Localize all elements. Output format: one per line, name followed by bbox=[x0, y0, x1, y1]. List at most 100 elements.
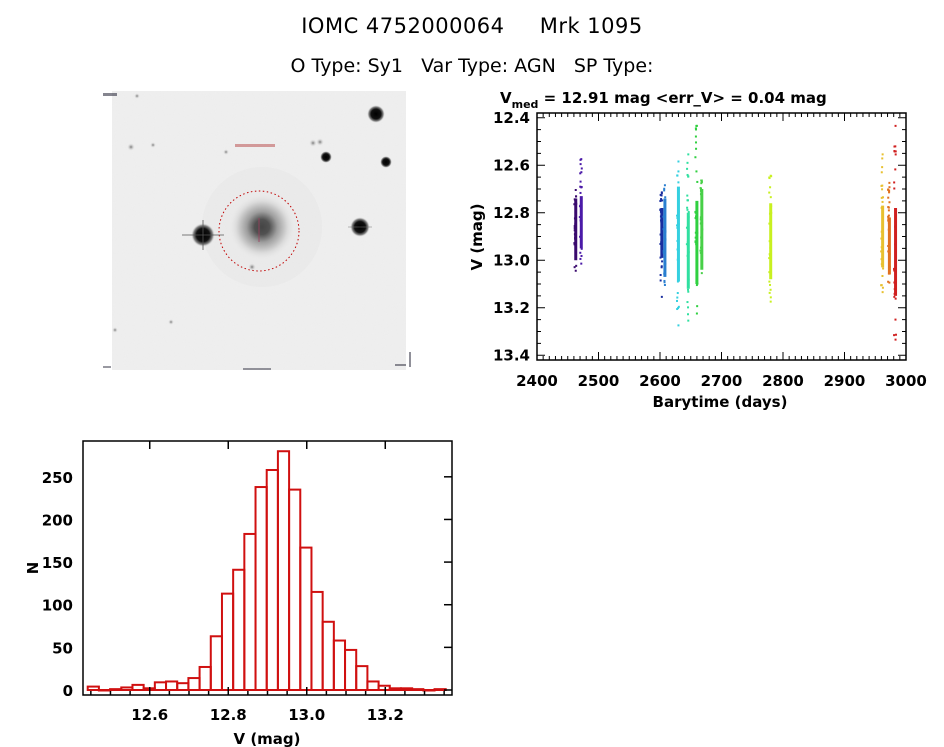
histogram-bar bbox=[265, 468, 279, 692]
data-point bbox=[579, 257, 582, 260]
data-point bbox=[676, 224, 679, 227]
data-point bbox=[694, 236, 697, 239]
data-point-cluster bbox=[695, 200, 699, 284]
data-point bbox=[888, 191, 891, 194]
data-point-cluster bbox=[660, 208, 664, 258]
data-point bbox=[677, 324, 680, 327]
data-point bbox=[695, 147, 698, 150]
object-name: Mrk 1095 bbox=[539, 14, 643, 38]
data-point bbox=[768, 222, 771, 225]
object-type: O Type: Sy1 bbox=[290, 55, 404, 77]
data-point bbox=[887, 280, 890, 283]
title-main: V bbox=[500, 89, 512, 107]
data-points bbox=[573, 124, 898, 341]
data-point bbox=[700, 251, 703, 254]
data-point bbox=[580, 203, 583, 206]
data-point bbox=[887, 215, 890, 218]
data-point bbox=[660, 220, 663, 223]
data-point bbox=[695, 243, 698, 246]
data-point bbox=[660, 238, 663, 241]
data-point bbox=[881, 286, 884, 289]
x-tick-label: 12.6 bbox=[131, 706, 168, 724]
page-title: IOMC 4752000064 Mrk 1095 bbox=[0, 14, 944, 38]
faint-star bbox=[168, 319, 174, 325]
data-point bbox=[578, 216, 581, 219]
data-point bbox=[580, 236, 583, 239]
data-point-cluster bbox=[894, 208, 898, 296]
star bbox=[367, 105, 385, 123]
data-point bbox=[769, 196, 772, 199]
data-point bbox=[677, 235, 680, 238]
series-s5 bbox=[676, 160, 680, 327]
data-point bbox=[663, 234, 666, 237]
data-point bbox=[881, 166, 884, 169]
spectral-type: SP Type: bbox=[573, 55, 654, 77]
histogram-bars bbox=[86, 450, 447, 692]
data-point bbox=[686, 245, 689, 248]
data-point bbox=[888, 186, 891, 189]
y-tick-labels: 0 50 100 150 200 250 bbox=[42, 469, 73, 700]
histogram-chart: 0 50 100 150 200 250 12.6 12.8 13.0 13.2 V (mag)… bbox=[24, 440, 453, 747]
data-point bbox=[694, 240, 697, 243]
y-tick-label: 100 bbox=[42, 597, 73, 615]
data-point bbox=[662, 249, 665, 252]
series-s7 bbox=[694, 124, 699, 315]
data-point bbox=[663, 187, 666, 190]
data-point bbox=[700, 220, 703, 223]
data-point bbox=[659, 215, 662, 218]
data-point bbox=[894, 338, 897, 341]
data-point bbox=[574, 269, 577, 272]
data-point bbox=[769, 223, 772, 226]
data-point bbox=[881, 188, 884, 191]
data-point bbox=[768, 212, 771, 215]
data-point bbox=[696, 282, 699, 285]
data-point bbox=[894, 266, 897, 269]
data-point bbox=[677, 160, 680, 163]
data-point bbox=[769, 300, 772, 303]
data-point bbox=[768, 254, 771, 257]
series-s10 bbox=[880, 153, 885, 294]
data-point bbox=[887, 206, 890, 209]
data-point bbox=[888, 189, 891, 192]
data-point bbox=[894, 318, 897, 321]
data-point bbox=[685, 243, 688, 246]
data-point bbox=[663, 272, 666, 275]
data-point bbox=[580, 171, 583, 174]
histogram-bar bbox=[232, 568, 246, 691]
data-point bbox=[686, 254, 689, 257]
data-point bbox=[663, 189, 666, 192]
data-point bbox=[695, 141, 698, 144]
y-tick-label: 13.4 bbox=[493, 346, 530, 364]
data-point bbox=[895, 333, 898, 336]
faint-star bbox=[112, 327, 118, 333]
data-point bbox=[894, 225, 897, 228]
histogram-bar bbox=[344, 648, 358, 691]
data-point bbox=[579, 219, 582, 222]
data-point bbox=[893, 181, 896, 184]
data-point bbox=[686, 301, 689, 304]
y-axis-label: N bbox=[24, 562, 42, 575]
data-point bbox=[676, 280, 679, 283]
x-tick-label: 13.0 bbox=[288, 706, 325, 724]
x-axis-label: Barytime (days) bbox=[653, 393, 788, 411]
y-tick-label: 13.0 bbox=[493, 251, 530, 269]
data-point bbox=[662, 251, 665, 254]
data-point bbox=[686, 167, 689, 170]
data-point bbox=[694, 127, 697, 130]
data-point bbox=[699, 216, 702, 219]
data-point bbox=[575, 264, 578, 267]
data-point bbox=[894, 168, 897, 171]
data-point bbox=[663, 259, 666, 262]
data-point bbox=[660, 191, 663, 194]
data-point bbox=[894, 297, 897, 300]
data-point bbox=[575, 208, 578, 211]
data-point bbox=[687, 284, 690, 287]
histogram-bar bbox=[411, 688, 425, 692]
x-axis-label: V (mag) bbox=[233, 730, 300, 747]
data-point bbox=[768, 291, 771, 294]
data-point bbox=[768, 253, 771, 256]
data-point bbox=[893, 288, 896, 291]
data-point bbox=[700, 272, 703, 275]
title-rest: = 12.91 mag <err_V> = 0.04 mag bbox=[538, 89, 826, 107]
data-point bbox=[888, 181, 891, 184]
